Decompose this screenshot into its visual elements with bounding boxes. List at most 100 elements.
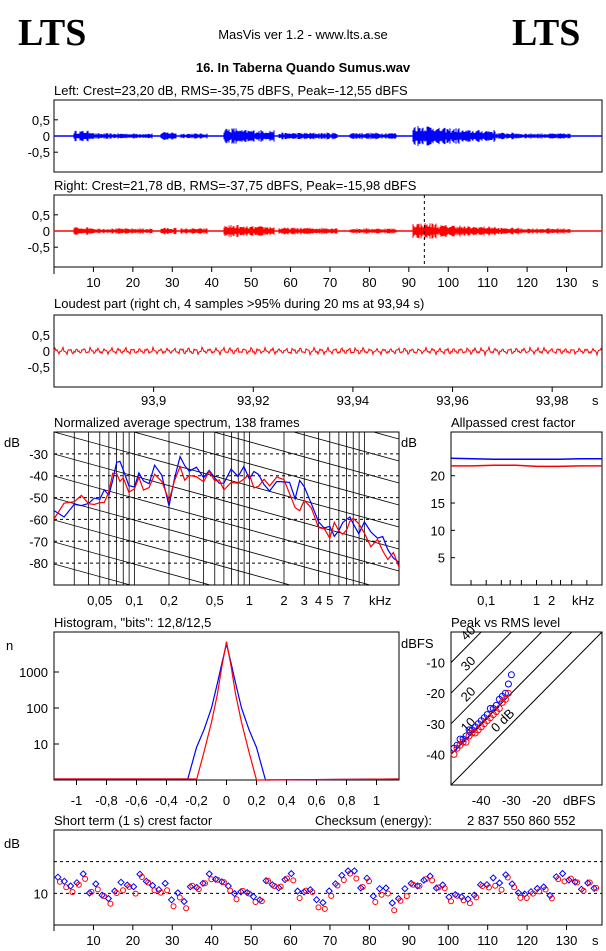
logo-left: LTS	[18, 12, 86, 54]
peakrms-diagonal-label: 20	[458, 684, 479, 705]
spectrum-ylabel: dB	[4, 435, 20, 450]
crest-xtick-label: 130	[556, 933, 578, 946]
spectrum-xtick-label: 3	[301, 593, 308, 608]
crest-point-right	[258, 898, 265, 905]
crest-point-right	[220, 879, 227, 886]
crest-point-left	[287, 869, 296, 878]
crest-point-right	[530, 890, 536, 897]
histogram-xtick-label: 0,2	[247, 793, 265, 808]
crest-point-left	[401, 884, 409, 893]
allpass-xtick-label: 1	[533, 593, 540, 608]
crest-point-left	[432, 884, 441, 892]
crest-point-right	[246, 890, 253, 897]
crest-point-right	[366, 878, 372, 885]
histogram-xtick-label: 0,6	[307, 793, 325, 808]
crest-point-right	[183, 905, 190, 912]
crest-point-left	[495, 879, 504, 887]
allpass-ylabel: dB	[401, 435, 417, 450]
crest-point-right	[384, 890, 391, 897]
crest-point-right	[492, 882, 499, 889]
loudest-ytick-label: 0,5	[32, 328, 50, 343]
checksum-label: Checksum (energy):	[315, 813, 432, 828]
spectrum-xtick-label: 0,05	[87, 593, 112, 608]
spectrum-slope-line	[212, 432, 399, 484]
spectrum-slope-line	[54, 519, 292, 585]
crest-point-left	[281, 875, 289, 884]
crest-point-right	[567, 875, 574, 882]
histogram-ytick-label: 1000	[19, 665, 48, 680]
crest-point-right	[157, 889, 164, 896]
crest-point-left	[92, 880, 100, 888]
peakrms-xunit: dBFS	[563, 793, 596, 808]
spectrum-frame	[53, 431, 400, 586]
peakrms-diagonal	[451, 632, 573, 755]
loudest-xtick-label: 93,98	[536, 393, 569, 408]
crest-point-left	[413, 882, 422, 890]
spectrum-slope-line	[54, 475, 399, 572]
histogram-xtick-label: -0,8	[95, 793, 117, 808]
loudest-xtick-label: 93,94	[337, 393, 370, 408]
crest-point-right	[353, 875, 360, 882]
crest-ytick-label: 10	[34, 886, 48, 901]
spectrum-slope-line	[54, 453, 399, 550]
spectrum-xtick-label: 2	[280, 593, 287, 608]
peakrms-xtick-label: -40	[472, 793, 491, 808]
crest-point-right	[113, 890, 120, 896]
loudest-ytick-label: -0,5	[28, 360, 50, 375]
crest-point-right	[126, 883, 133, 890]
crest-xtick-label: 10	[86, 933, 100, 946]
crest-point-left	[558, 869, 567, 878]
crest-point-left	[571, 878, 579, 886]
crest-point-right	[328, 892, 335, 899]
crest-point-left	[211, 875, 220, 883]
peakrms-diagonal-label: 30	[458, 653, 479, 674]
crest-point-right	[498, 886, 505, 893]
time-tick-label: 20	[126, 275, 140, 290]
crest-point-right	[523, 895, 530, 901]
allpass-series-left	[450, 457, 602, 461]
crest-point-left	[590, 884, 598, 893]
crest-point-right	[391, 907, 398, 914]
plot-area: 0,50-0,50,50-0,510 20 30 40 50 60 70 80 90 100 110…	[19, 99, 603, 948]
crest-point-right	[315, 904, 322, 911]
spectrum-slope-line	[54, 497, 372, 585]
crest-point-right	[372, 899, 379, 905]
spectrum-xtick-label: 0,1	[125, 593, 143, 608]
right-xunit: s	[592, 275, 599, 290]
crest-point-right	[309, 889, 316, 895]
crest-point-right	[448, 898, 454, 905]
spectrum-series-right	[54, 464, 399, 568]
crest-point-right	[378, 891, 385, 898]
crest-point-left	[167, 896, 176, 904]
time-tick-label: 80	[362, 275, 376, 290]
crest-point-left	[375, 884, 384, 893]
crest-xtick-label: 60	[283, 933, 297, 946]
peakrms-point-left	[504, 680, 512, 688]
histogram-ytick-label: 10	[34, 737, 48, 752]
crest-point-left	[274, 884, 283, 892]
spectrum-xunit: kHz	[369, 593, 391, 608]
crest-xtick-label: 110	[477, 933, 498, 946]
histogram-ylabel: n	[6, 638, 13, 653]
allpass-xunit: kHz	[572, 593, 594, 608]
time-tick-label: 10	[86, 275, 100, 290]
crest-xtick-label: 100	[437, 933, 459, 946]
crest-point-right	[517, 894, 524, 901]
peakrms-point-right	[495, 705, 503, 712]
crest-point-left	[60, 877, 69, 886]
crest-point-left	[155, 885, 163, 894]
peakrms-point-right	[459, 738, 467, 746]
crest-point-left	[117, 878, 125, 887]
peakrms-point-right	[468, 729, 476, 737]
right-channel-ytick-label: 0,5	[32, 208, 50, 223]
crest-point-left	[388, 899, 397, 907]
peakrms-point-left	[507, 671, 515, 679]
spectrum-xtick-label: 1	[246, 593, 253, 608]
peakrms-diagonal	[451, 632, 543, 725]
crest-point-left	[420, 876, 428, 884]
left-channel-ytick-label: 0	[43, 129, 50, 144]
spectrum-panel-title: Normalized average spectrum, 138 frames	[54, 415, 300, 430]
crest-point-left	[300, 888, 308, 896]
checksum-value: 2 837 550 860 552	[467, 813, 575, 828]
spectrum-ytick-label: -30	[29, 447, 48, 462]
